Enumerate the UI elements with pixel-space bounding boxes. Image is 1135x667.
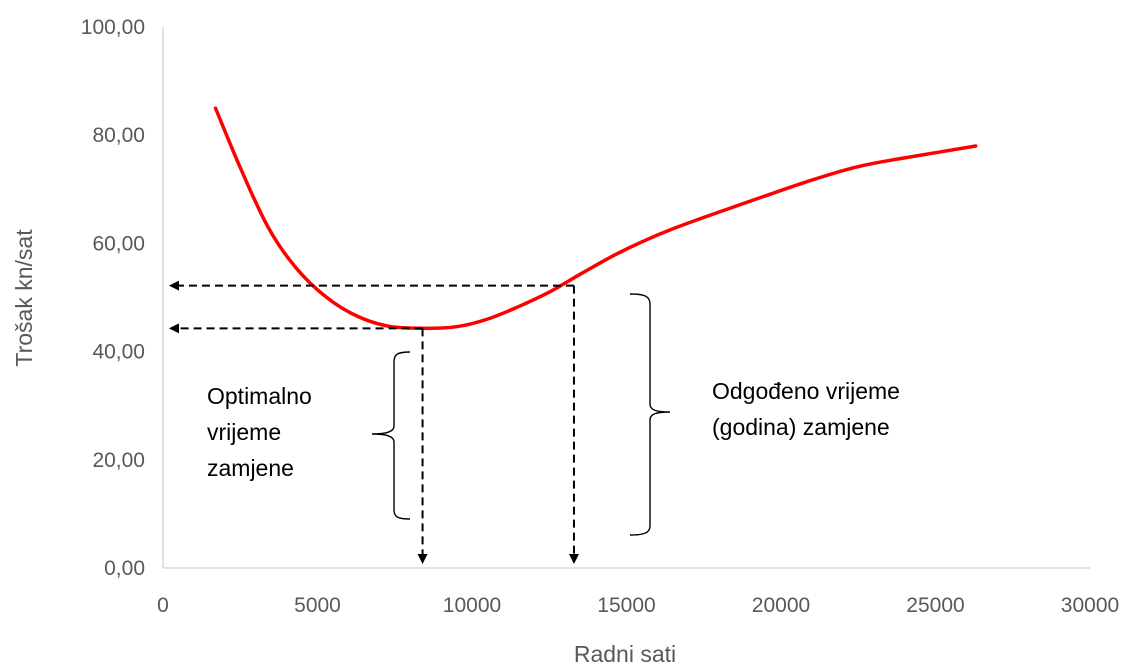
x-axis-ticks: 0 5000 10000 15000 20000 25000 30000: [157, 594, 1119, 617]
optimal-brace: [371, 351, 411, 520]
y-tick-label: 80,00: [92, 124, 145, 147]
cost-curve-line: [213, 106, 978, 331]
x-tick-label: 0: [157, 594, 169, 617]
optimal-annotation-line-2: vrijeme: [207, 419, 281, 445]
delayed-brace: [629, 293, 671, 536]
delayed-annotation-line-2: (godina) zamjene: [712, 414, 890, 440]
x-tick-label: 5000: [294, 594, 341, 617]
optimal-annotation-line-3: zamjene: [207, 455, 294, 481]
y-tick-label: 60,00: [92, 232, 145, 255]
y-tick-label: 0,00: [104, 557, 145, 580]
delayed-annotation: Odgođeno vrijeme (godina) zamjene: [712, 378, 906, 440]
y-axis-title: Trošak kn/sat: [11, 229, 37, 367]
x-tick-label: 30000: [1061, 594, 1119, 617]
delayed-annotation-line-1: Odgođeno vrijeme: [712, 378, 900, 404]
y-tick-label: 40,00: [92, 341, 145, 364]
series-layer: [213, 106, 978, 331]
x-tick-label: 20000: [752, 594, 810, 617]
y-tick-label: 20,00: [92, 449, 145, 472]
x-tick-label: 10000: [443, 594, 501, 617]
x-axis-title: Radni sati: [574, 641, 676, 667]
optimal-annotation-line-1: Optimalno: [207, 383, 312, 409]
y-tick-label: 100,00: [81, 16, 145, 39]
x-tick-label: 15000: [597, 594, 655, 617]
y-axis-ticks: 0,00 20,00 40,00 60,00 80,00 100,00: [81, 16, 145, 580]
guides-layer: [169, 280, 579, 564]
optimal-annotation: Optimalno vrijeme zamjene: [207, 383, 318, 481]
x-tick-label: 25000: [906, 594, 964, 617]
